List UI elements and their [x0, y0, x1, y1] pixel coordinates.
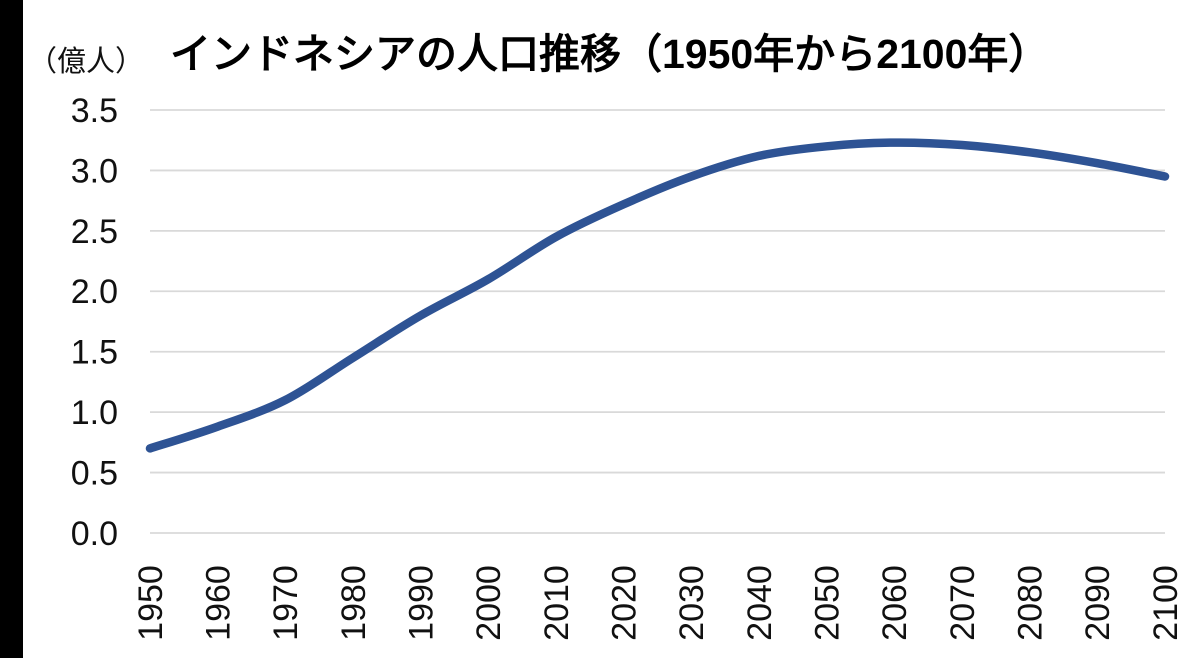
chart-title: インドネシアの人口推移（1950年から2100年） — [170, 31, 1050, 77]
y-axis-tick-label: 3.5 — [71, 92, 118, 130]
y-axis-tick-label: 0.5 — [71, 454, 118, 492]
x-axis-tick-label: 2040 — [741, 565, 779, 641]
x-axis-tick-label: 1970 — [267, 565, 305, 641]
x-axis-tick-label: 2060 — [876, 565, 914, 641]
x-axis-tick-label: 2090 — [1079, 565, 1117, 641]
y-axis-tick-label: 1.0 — [71, 394, 118, 432]
x-axis-tick-label: 2070 — [944, 565, 982, 641]
x-axis-tick-label: 2000 — [470, 565, 508, 641]
x-axis-tick-label: 1990 — [403, 565, 441, 641]
y-axis-tick-label: 1.5 — [71, 334, 118, 372]
x-axis-tick-label: 2020 — [606, 565, 644, 641]
x-axis-tick-label: 1980 — [335, 565, 373, 641]
x-axis-tick-label: 1960 — [200, 565, 238, 641]
x-axis-tick-label: 2100 — [1147, 565, 1185, 641]
population-series-line — [145, 138, 1170, 453]
y-axis-tick-label: 2.0 — [71, 273, 118, 311]
y-axis-tick-label: 3.0 — [71, 152, 118, 190]
y-axis-tick-label: 0.0 — [71, 515, 118, 553]
x-axis-tick-label: 2050 — [809, 565, 847, 641]
y-axis-unit-label: （億人） — [28, 46, 145, 78]
x-axis-tick-label: 2030 — [673, 565, 711, 641]
x-axis-tick-label: 1950 — [132, 565, 170, 641]
x-axis-tick-label: 2010 — [538, 565, 576, 641]
x-axis-tick-label: 2080 — [1012, 565, 1050, 641]
y-axis-tick-label: 2.5 — [71, 213, 118, 251]
left-black-bar — [0, 0, 23, 658]
